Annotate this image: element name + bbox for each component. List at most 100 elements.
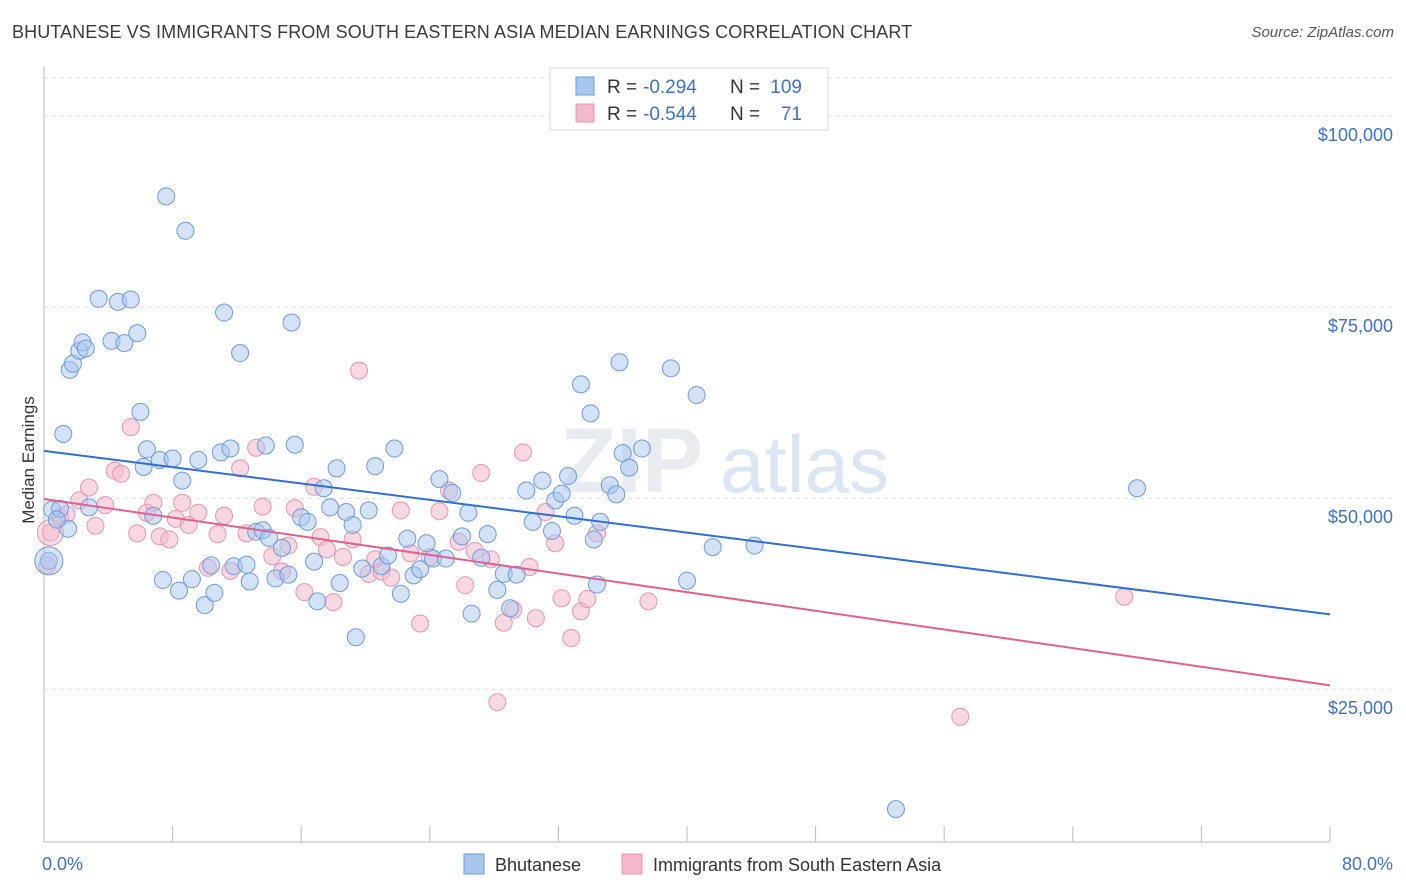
data-point-immigrants [121, 418, 140, 437]
data-point-immigrants [324, 593, 343, 612]
data-point-bhutanese [153, 570, 172, 589]
data-point-bhutanese [571, 375, 590, 394]
data-point-bhutanese [703, 538, 722, 557]
data-point-bhutanese [285, 435, 304, 454]
data-point-immigrants [411, 614, 430, 633]
data-point-bhutanese [517, 481, 536, 500]
data-point-bhutanese [501, 599, 520, 618]
data-point-bhutanese [231, 344, 250, 363]
x-tick-labels: 0.0% 80.0% [42, 854, 1393, 874]
data-point-immigrants [295, 583, 314, 602]
data-point-bhutanese [163, 449, 182, 468]
data-point-immigrants [552, 589, 571, 608]
data-point-immigrants [160, 530, 179, 549]
bottom-legend-swatch-blue [463, 853, 485, 875]
data-point-bhutanese [47, 510, 66, 529]
data-point-bhutanese [131, 402, 150, 421]
y-tick-label: $25,000 [1328, 698, 1393, 718]
data-point-immigrants [173, 493, 192, 512]
legend-swatch-blue [575, 76, 595, 96]
data-point-bhutanese [343, 515, 362, 534]
data-point-immigrants [189, 503, 208, 522]
y-axis-title: Median Earnings [19, 396, 38, 524]
series-bhutanese-points [34, 187, 1147, 819]
data-point-immigrants [951, 707, 970, 726]
data-point-bhutanese [195, 596, 214, 615]
data-point-bhutanese [507, 565, 526, 584]
legend-r-label-2: R = [607, 104, 637, 125]
data-point-immigrants [514, 443, 533, 462]
data-point-bhutanese [610, 353, 629, 372]
data-point-bhutanese [346, 628, 365, 647]
data-point-bhutanese [417, 534, 436, 553]
data-point-bhutanese [478, 525, 497, 544]
data-point-bhutanese [298, 512, 317, 531]
data-point-bhutanese [327, 459, 346, 478]
axes [43, 66, 1331, 843]
data-point-bhutanese [215, 303, 234, 322]
data-point-bhutanese [488, 580, 507, 599]
data-point-immigrants [231, 459, 250, 478]
data-point-bhutanese [173, 471, 192, 490]
legend-n-label-1: N = [730, 77, 760, 98]
data-point-immigrants [1115, 587, 1134, 606]
data-point-bhutanese [391, 584, 410, 603]
data-point-bhutanese [157, 187, 176, 206]
data-point-bhutanese [443, 483, 462, 502]
bottom-legend-label-immigrants: Immigrants from South Eastern Asia [653, 855, 942, 875]
watermark: ZIP atlas [560, 410, 889, 512]
data-point-immigrants [526, 609, 545, 628]
data-point-bhutanese [76, 339, 95, 358]
data-point-bhutanese [89, 289, 108, 308]
chart-title: BHUTANESE VS IMMIGRANTS FROM SOUTH EASTE… [12, 22, 913, 42]
data-point-immigrants [350, 361, 369, 380]
data-point-bhutanese [379, 546, 398, 565]
legend-n-value-1: 109 [770, 77, 802, 98]
data-point-bhutanese [607, 485, 626, 504]
data-point-bhutanese [189, 451, 208, 469]
x-tick-label-max: 80.0% [1342, 854, 1393, 874]
series-legend: Bhutanese Immigrants from South Eastern … [463, 853, 942, 875]
data-point-immigrants [333, 548, 352, 567]
data-point-bhutanese [279, 565, 298, 584]
legend-n-value-2: 71 [781, 104, 802, 125]
data-point-bhutanese [39, 551, 58, 570]
data-point-immigrants [488, 693, 507, 712]
data-point-immigrants [391, 501, 410, 520]
data-point-bhutanese [366, 457, 385, 476]
data-point-bhutanese [176, 221, 195, 240]
data-point-bhutanese [385, 439, 404, 458]
data-point-bhutanese [170, 581, 189, 600]
data-point-bhutanese [661, 359, 680, 378]
data-point-bhutanese [398, 529, 417, 548]
data-point-bhutanese [552, 484, 571, 503]
data-point-bhutanese [314, 479, 333, 498]
data-point-bhutanese [205, 583, 224, 602]
watermark-atlas: atlas [720, 420, 889, 509]
y-tick-label: $100,000 [1318, 125, 1393, 145]
data-point-bhutanese [620, 458, 639, 477]
data-point-bhutanese [202, 556, 221, 575]
legend-n-label-2: N = [730, 104, 760, 125]
data-point-bhutanese [330, 574, 349, 593]
data-point-bhutanese [1128, 479, 1147, 498]
data-point-immigrants [430, 502, 449, 521]
data-point-bhutanese-cluster [34, 546, 64, 576]
data-point-bhutanese [256, 436, 275, 455]
trend-lines [43, 449, 1331, 687]
trend-line-bhutanese [43, 449, 1331, 616]
data-point-bhutanese [452, 527, 471, 546]
data-point-immigrants [128, 524, 147, 543]
data-point-bhutanese [886, 800, 905, 819]
data-point-immigrants [639, 592, 658, 611]
data-point-bhutanese [182, 570, 201, 589]
data-point-bhutanese [282, 313, 301, 332]
data-point-bhutanese [459, 503, 478, 522]
data-point-bhutanese [80, 498, 99, 517]
legend-r-value-2: -0.544 [643, 104, 697, 125]
data-point-bhutanese [305, 552, 324, 571]
data-point-immigrants [86, 516, 105, 535]
data-point-bhutanese [321, 498, 340, 517]
legend-r-value-1: -0.294 [643, 77, 697, 98]
